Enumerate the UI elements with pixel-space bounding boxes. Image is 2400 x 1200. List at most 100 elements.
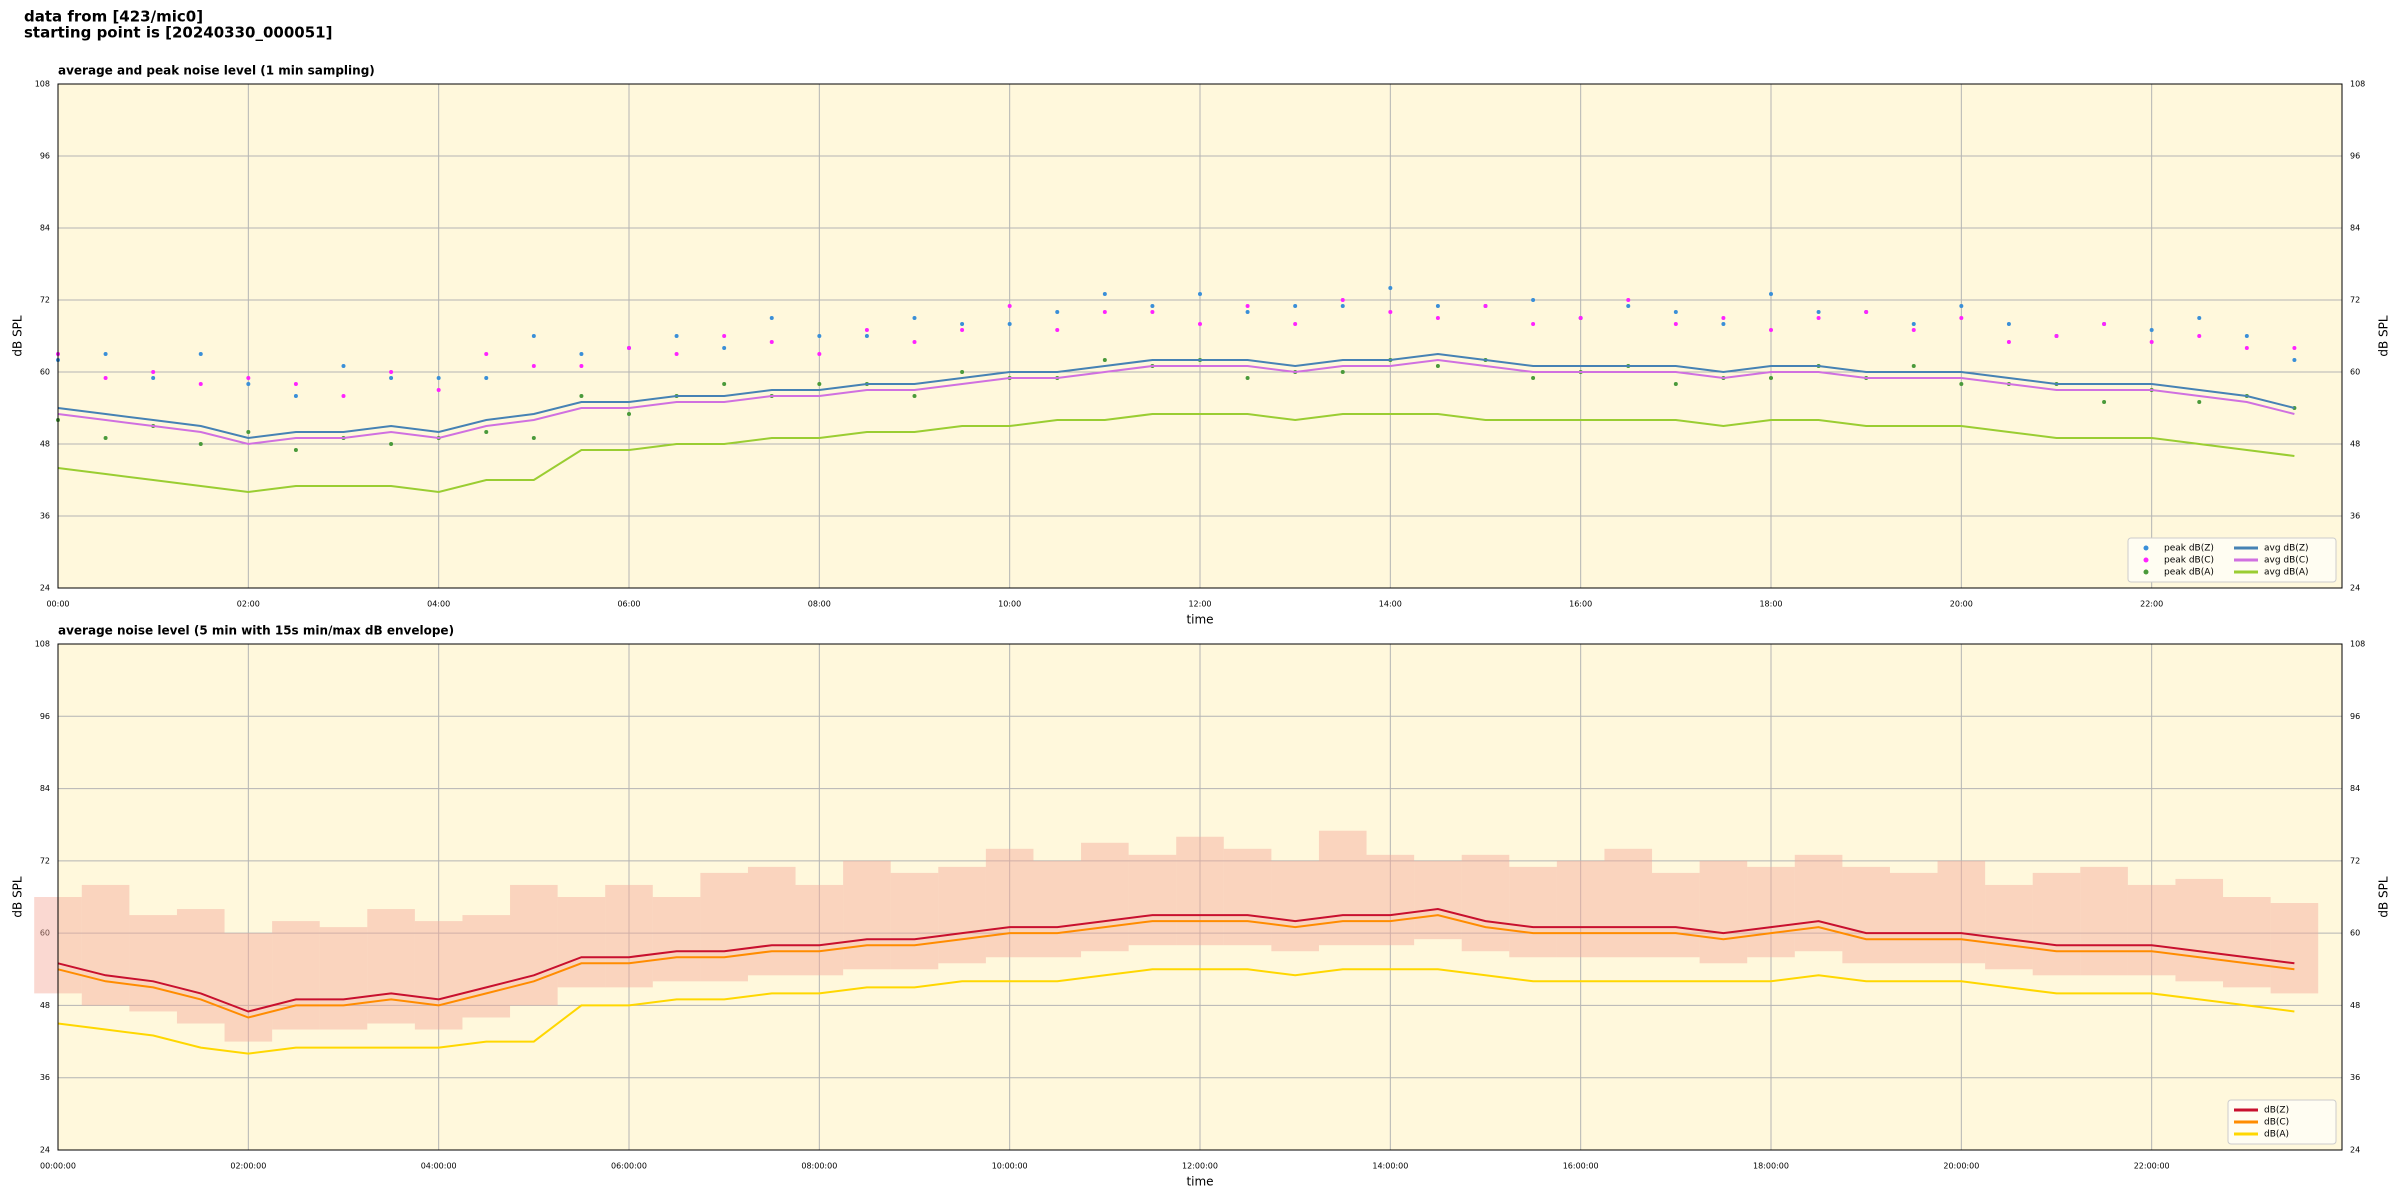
envelope-band — [1842, 866, 1890, 964]
y-tick-label-right: 36 — [2350, 512, 2360, 521]
peak-point — [1531, 322, 1536, 326]
envelope-band — [605, 884, 653, 988]
envelope-band — [1461, 854, 1510, 952]
envelope-band — [843, 860, 891, 970]
peak-point — [2244, 346, 2249, 350]
peak-point — [198, 352, 203, 356]
peak-point — [1340, 370, 1345, 374]
peak-point — [2102, 322, 2107, 326]
y-tick-label: 36 — [40, 512, 50, 521]
peak-point — [960, 328, 965, 332]
envelope-band — [1414, 860, 1462, 940]
header-line: starting point is [20240330_000051] — [24, 24, 332, 42]
envelope-band — [319, 927, 368, 1030]
chart-title: average noise level (5 min with 15s min/… — [58, 624, 454, 638]
peak-point — [2292, 346, 2297, 350]
y-tick-label-right: 24 — [2350, 584, 2360, 593]
peak-point — [579, 364, 584, 368]
envelope-band — [1081, 842, 1129, 952]
peak-point — [1673, 382, 1678, 386]
envelope-band — [2080, 866, 2128, 976]
peak-point — [389, 442, 394, 446]
series-line — [57, 352, 2295, 440]
peak-point — [1435, 364, 1440, 368]
peak-point — [1055, 310, 1060, 314]
peak-point — [817, 334, 822, 338]
series-line — [57, 358, 2295, 446]
envelope-band — [1794, 854, 1843, 952]
peak-point — [1198, 322, 1202, 326]
peak-point — [1864, 310, 1869, 314]
envelope-band — [414, 921, 463, 1030]
envelope-band — [224, 933, 273, 1042]
legend-label: peak dB(Z) — [2164, 544, 2214, 554]
legend-label: dB(A) — [2264, 1130, 2289, 1140]
x-tick-label: 06:00:00 — [611, 1162, 647, 1171]
y-tick-label: 108 — [35, 640, 50, 649]
envelope-band — [795, 884, 844, 976]
envelope-band — [129, 915, 177, 1012]
envelope-band — [557, 897, 606, 988]
peak-point — [1911, 328, 1916, 332]
series-line — [57, 413, 2295, 494]
y-tick-label: 24 — [40, 584, 50, 593]
x-tick-label: 14:00 — [1379, 600, 1402, 609]
peak-point — [1340, 304, 1345, 308]
peak-point — [1531, 376, 1536, 380]
x-tick-label: 18:00:00 — [1753, 1162, 1789, 1171]
legend-label: peak dB(A) — [2164, 568, 2214, 578]
peak-point — [1769, 292, 1773, 296]
y-tick-label-right: 60 — [2350, 929, 2360, 938]
legend-label: avg dB(A) — [2264, 568, 2308, 578]
y-tick-label-right: 84 — [2350, 224, 2360, 233]
peak-point — [1959, 304, 1964, 308]
peak-point — [1578, 316, 1583, 320]
peak-point — [246, 376, 251, 380]
peak-point — [531, 334, 536, 338]
peak-point — [722, 346, 727, 350]
chart: average noise level (5 min with 15s min/… — [11, 624, 2391, 1189]
peak-point — [1769, 328, 1773, 332]
legend-label: dB(Z) — [2264, 1106, 2289, 1116]
peak-point — [1769, 376, 1773, 380]
y-axis-label-right: dB SPL — [2377, 315, 2391, 357]
peak-point — [1816, 316, 1821, 320]
envelope-band — [81, 884, 130, 1006]
peak-point — [2244, 334, 2249, 338]
peak-point — [484, 430, 489, 434]
peak-point — [1007, 304, 1012, 308]
peak-point — [103, 376, 108, 380]
envelope-band — [2270, 903, 2319, 994]
peak-point — [341, 364, 346, 368]
peak-point — [436, 376, 441, 380]
peak-point — [912, 340, 917, 344]
peak-point — [1198, 292, 1202, 296]
peak-point — [1911, 364, 1916, 368]
peak-point — [2149, 340, 2154, 344]
envelope-band — [272, 921, 320, 1030]
x-tick-label: 20:00 — [1950, 600, 1973, 609]
x-tick-label: 00:00 — [46, 600, 69, 609]
peak-point — [579, 394, 584, 398]
envelope-band — [652, 897, 701, 982]
x-tick-label: 02:00:00 — [230, 1162, 266, 1171]
envelope-band — [1176, 836, 1224, 946]
series-line — [57, 907, 2295, 1013]
envelope-band — [1366, 854, 1415, 946]
x-tick-label: 08:00:00 — [801, 1162, 837, 1171]
envelope-band — [747, 866, 796, 976]
envelope-band — [1318, 830, 1367, 946]
envelope-band — [510, 884, 558, 1006]
peak-point — [2054, 334, 2059, 338]
peak-point — [1245, 310, 1250, 314]
peak-point — [389, 376, 394, 380]
peak-point — [341, 394, 346, 398]
peak-point — [1007, 322, 1012, 326]
peak-point — [1102, 310, 1107, 314]
series-line — [57, 968, 2295, 1055]
envelope-band — [1985, 884, 2033, 970]
peak-point — [246, 430, 251, 434]
peak-point — [912, 394, 917, 398]
y-tick-label: 60 — [40, 368, 50, 377]
